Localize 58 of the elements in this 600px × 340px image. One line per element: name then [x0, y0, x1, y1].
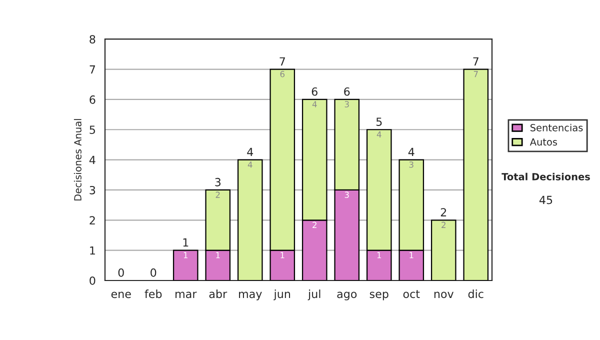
total-label: 6 — [344, 87, 350, 96]
data-label: 2 — [442, 222, 446, 228]
total-label: 1 — [183, 238, 188, 247]
x-tick-label: ene — [111, 292, 131, 298]
bar — [172, 250, 198, 280]
text: 45 — [539, 196, 552, 204]
y-tick-label: 8 — [90, 35, 96, 44]
legend-label: Autos — [530, 138, 558, 146]
data-label: 6 — [280, 70, 284, 78]
y-tick-label: 7 — [90, 65, 96, 74]
bar — [237, 159, 263, 280]
x-tick-label: jul — [308, 290, 320, 300]
total-label: 3 — [215, 178, 221, 186]
y-tick-label: 0 — [90, 276, 96, 285]
data-label: 1 — [377, 252, 382, 258]
y-tick-label: 4 — [89, 156, 96, 164]
x-tick-label: dic — [468, 290, 484, 298]
data-label: 7 — [474, 71, 478, 78]
total-label: 7 — [280, 57, 285, 66]
total-label: 5 — [376, 118, 382, 126]
total-label: 0 — [118, 268, 124, 277]
x-tick-label: feb — [144, 290, 162, 298]
data-label: 1 — [280, 252, 284, 258]
data-label: 2 — [312, 222, 316, 228]
total-label: 0 — [150, 268, 156, 277]
y-tick-label: 1 — [90, 246, 95, 255]
text: Total Decisiones — [502, 172, 590, 180]
x-tick-label: sep — [370, 292, 388, 300]
total-label: 2 — [440, 208, 446, 216]
x-tick-label: oct — [403, 290, 420, 298]
total-label: 7 — [473, 57, 478, 66]
x-tick-label: may — [239, 292, 262, 300]
data-label: 4 — [248, 162, 252, 168]
data-label: 4 — [376, 131, 382, 138]
bar — [463, 68, 489, 280]
x-tick-label: nov — [434, 292, 454, 298]
legend-label: Sentencias — [530, 124, 583, 132]
data-label: 4 — [312, 101, 317, 108]
data-label: 1 — [410, 252, 414, 258]
data-label: 3 — [409, 161, 414, 168]
x-tick-label: abr — [209, 290, 228, 298]
total-label: 4 — [247, 148, 254, 156]
data-label: 2 — [216, 192, 220, 198]
data-label: 3 — [344, 101, 349, 108]
data-label: 1 — [216, 252, 220, 258]
x-tick-label: ago — [337, 292, 357, 300]
data-label: 3 — [344, 192, 349, 198]
y-tick-label: 6 — [90, 95, 96, 104]
y-tick-label: 2 — [90, 216, 95, 224]
total-label: 4 — [408, 148, 414, 156]
total-label: 6 — [312, 87, 318, 96]
data-label: 1 — [184, 252, 188, 258]
bar — [430, 220, 456, 280]
y-tick-label: 3 — [90, 186, 96, 194]
x-tick-label: mar — [176, 292, 197, 298]
y-tick-label: 5 — [90, 126, 95, 134]
y-axis-title: Decisiones Anual — [74, 119, 82, 200]
x-tick-label: jun — [274, 290, 290, 300]
